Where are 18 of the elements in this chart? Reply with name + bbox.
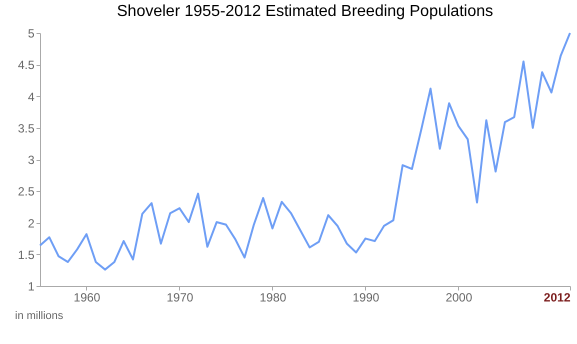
chart-title: Shoveler 1955-2012 Estimated Breeding Populations: [116, 3, 494, 20]
x-tick-label: 2000: [446, 290, 473, 304]
y-tick-label: 4: [28, 90, 35, 104]
y-tick-label: 1: [28, 280, 35, 294]
line-series: [39, 32, 571, 271]
x-tick-label: 2012: [544, 290, 571, 304]
y-tick-label: 2: [28, 216, 35, 230]
y-tick-label: 4.5: [18, 58, 35, 72]
y-tick-label: 3: [28, 153, 35, 167]
y-tick-label: 1.5: [18, 248, 35, 262]
y-tick-label: 3.5: [18, 121, 35, 136]
text: in millions: [15, 310, 64, 322]
x-tick-label: 1980: [260, 290, 287, 304]
x-tick-label: 1990: [352, 290, 380, 304]
x-tick-label: 1960: [74, 290, 101, 304]
y-tick-label: 5: [28, 26, 35, 40]
x-tick-label: 1970: [166, 290, 194, 304]
y-tick-label: 2.5: [18, 184, 35, 199]
